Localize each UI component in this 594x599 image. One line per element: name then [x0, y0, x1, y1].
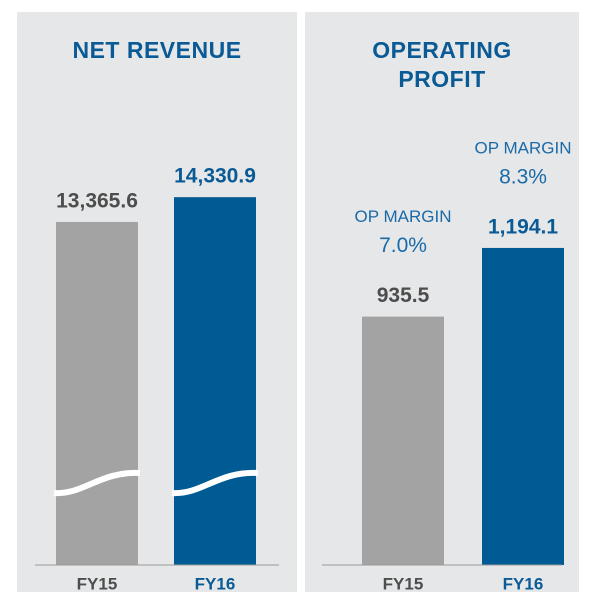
value-label: 1,194.1 [488, 215, 558, 238]
chart-title: NET REVENUE [72, 37, 242, 63]
value-label: 14,330.9 [174, 165, 256, 188]
x-tick-label: FY16 [503, 574, 544, 593]
axis-break [171, 469, 259, 497]
bar [482, 247, 564, 565]
x-tick-label: FY15 [383, 574, 424, 593]
x-tick-label: FY15 [77, 574, 118, 593]
annotation-value: 8.3% [499, 165, 547, 188]
bar [362, 316, 444, 565]
bar [174, 197, 256, 565]
bar [56, 221, 138, 566]
annotation-title: OP MARGIN [355, 207, 452, 226]
annotation-value: 7.0% [379, 234, 427, 257]
value-label: 13,365.6 [56, 189, 138, 212]
chart-title: OPERATING PROFIT [372, 37, 512, 92]
axis-break [53, 469, 141, 497]
value-label: 935.5 [377, 284, 430, 307]
annotation-title: OP MARGIN [475, 138, 572, 157]
x-tick-label: FY16 [195, 574, 236, 593]
